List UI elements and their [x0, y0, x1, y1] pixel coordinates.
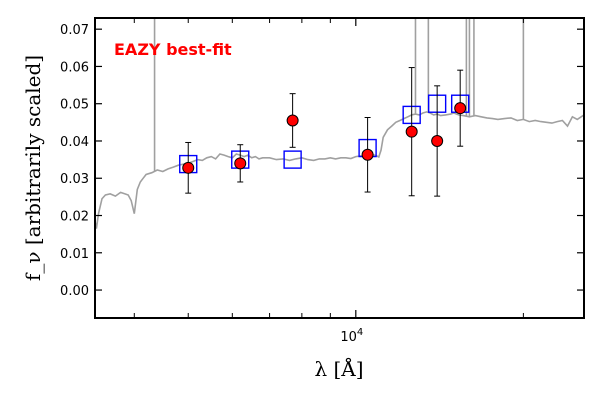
- y-tick-label: 0.02: [60, 210, 89, 225]
- observed-point-2: [234, 157, 247, 170]
- observed-point-5: [405, 125, 418, 138]
- observed-point-6: [431, 134, 444, 147]
- observed-point-7: [454, 102, 467, 115]
- model-square-3: [283, 150, 302, 169]
- y-tick-label: 0.07: [60, 23, 89, 38]
- y-tick-label: 0.06: [60, 60, 89, 75]
- y-tick-label: 0.00: [60, 284, 89, 299]
- observed-point-1: [182, 161, 195, 174]
- data-points-layer: [179, 67, 470, 197]
- y-tick-label: 0.03: [60, 172, 89, 187]
- observed-point-4: [361, 148, 374, 161]
- y-tick-label: 0.01: [60, 247, 89, 262]
- observed-point-3: [286, 114, 299, 127]
- chart-annotation: EAZY best-fit: [114, 40, 232, 59]
- axis-ticks: 0.00 0.01 0.02 0.03 0.04 0.05 0.06 0.07 104: [60, 18, 584, 345]
- y-tick-label: 0.05: [60, 98, 89, 113]
- y-axis-label: f_ν [arbitrarily scaled]: [21, 55, 45, 281]
- x-axis-label: λ [Å]: [314, 356, 363, 381]
- plot-frame: [94, 17, 585, 319]
- x-tick-label: 104: [340, 327, 363, 345]
- template-spectrum: [95, 18, 584, 229]
- y-tick-label: 0.04: [60, 135, 89, 150]
- template-spectrum-line: [95, 111, 584, 229]
